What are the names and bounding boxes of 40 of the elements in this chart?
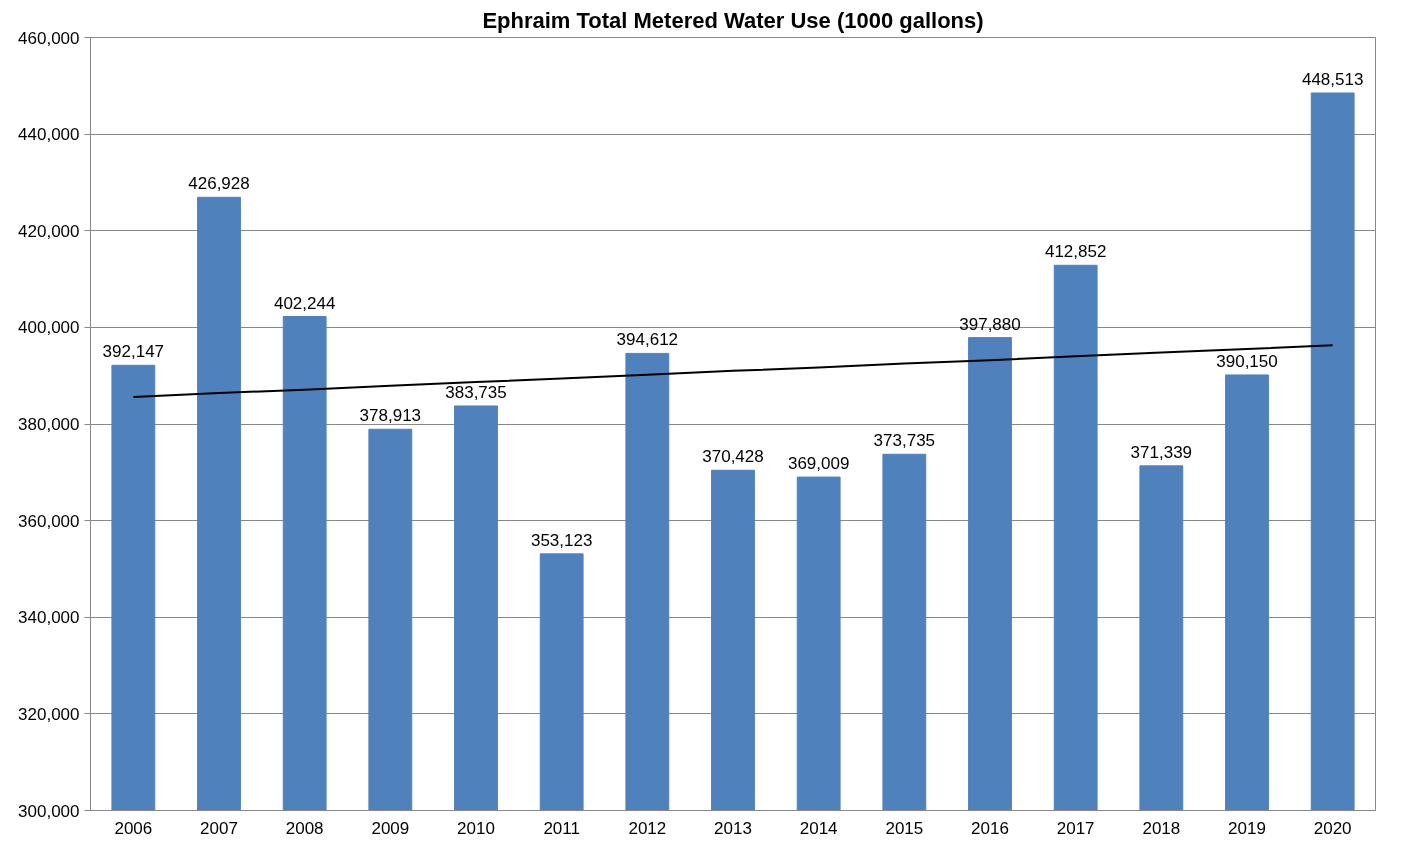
- y-tick-label: 300,000: [18, 801, 80, 821]
- x-tick-label: 2020: [1313, 818, 1352, 838]
- x-tick-label: 2009: [371, 818, 410, 838]
- y-tick-label: 440,000: [18, 125, 80, 145]
- y-tick-label: 340,000: [18, 608, 80, 628]
- data-label: 412,852: [1044, 242, 1107, 262]
- y-tick-label: 400,000: [18, 318, 80, 338]
- data-label: 397,880: [959, 314, 1021, 334]
- data-label: 383,735: [445, 382, 507, 402]
- data-label: 448,513: [1301, 70, 1364, 89]
- data-label: 390,150: [1216, 351, 1278, 371]
- data-label: 394,612: [616, 330, 679, 350]
- data-label: 402,244: [273, 293, 336, 313]
- y-tick-label: 460,000: [18, 28, 80, 48]
- y-tick-label: 380,000: [18, 415, 80, 434]
- x-tick-label: 2018: [1142, 818, 1181, 838]
- y-tick-label: 360,000: [18, 511, 80, 531]
- y-tick-label: 420,000: [18, 221, 80, 241]
- x-tick-label: 2013: [714, 818, 752, 838]
- x-tick-label: 2008: [285, 818, 324, 838]
- data-label: 392,147: [102, 342, 165, 362]
- data-label: 373,735: [873, 431, 936, 451]
- x-tick-label: 2016: [971, 818, 1009, 838]
- data-label: 370,428: [702, 447, 764, 467]
- data-label: 426,928: [188, 174, 250, 194]
- data-label: 371,339: [1130, 442, 1193, 462]
- data-label: 353,123: [530, 530, 593, 550]
- x-tick-label: 2017: [1056, 818, 1095, 838]
- x-tick-label: 2010: [457, 818, 495, 838]
- x-tick-label: 2012: [628, 818, 667, 838]
- x-tick-label: 2006: [114, 818, 153, 838]
- x-tick-label: 2007: [200, 818, 238, 838]
- data-label: 378,913: [359, 406, 422, 426]
- x-tick-label: 2011: [543, 818, 580, 838]
- x-tick-label: 2014: [799, 818, 838, 838]
- y-tick-label: 320,000: [18, 704, 80, 724]
- x-tick-label: 2015: [885, 818, 924, 838]
- chart-title: Ephraim Total Metered Water Use (1000 gallons): [482, 7, 984, 33]
- data-label: 369,009: [787, 454, 850, 474]
- x-tick-label: 2019: [1228, 818, 1266, 838]
